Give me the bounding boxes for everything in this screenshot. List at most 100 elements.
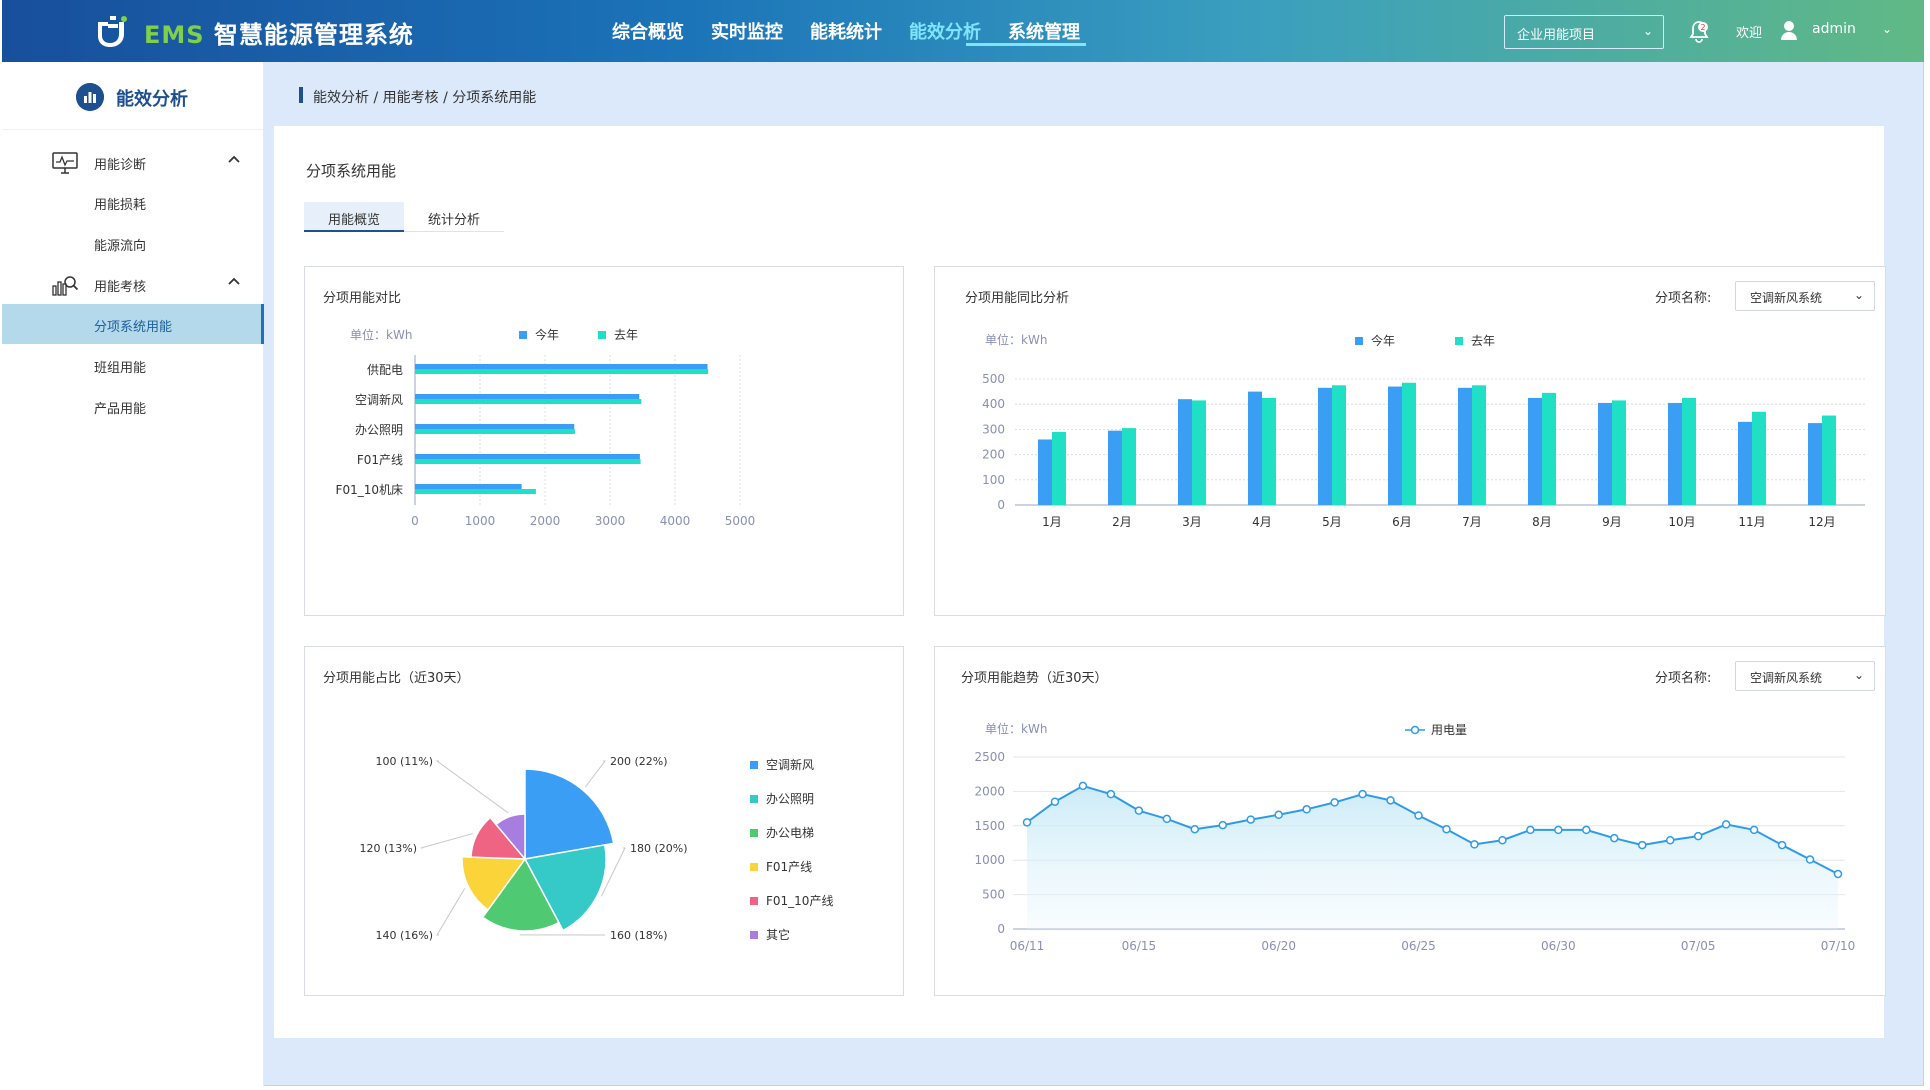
bar-this-year [415,454,640,459]
bell-icon[interactable]: 2 [1688,19,1710,43]
trend-point [1498,835,1507,845]
sidebar-item-flow[interactable]: 能源流向 [2,223,264,263]
sidebar-item-loss[interactable]: 用能损耗 [2,182,264,222]
trend-point [1749,825,1759,835]
bar-last-year [1122,428,1136,505]
y-tick-label: 0 [997,922,1005,936]
sidebar-title: 能效分析 [116,89,188,110]
sidebar-item-subsystem[interactable]: 分项系统用能 [2,304,264,344]
trend-point [1721,820,1731,829]
sidebar: 能效分析 用能诊断 用能损耗 能源流向 用能考核 分项系统用能 [2,62,264,1086]
trend-point [1050,797,1060,806]
vbar-chart: 单位：kWh 今年 去年 0 100 200 300 400 500 1月 2月 3月 4月 5月 6月 7月… [982,332,1865,529]
tab-overview[interactable]: 用能概览 [304,202,404,232]
slice-label: 140 (16%) [375,929,433,942]
pie-slice [481,857,560,932]
username[interactable]: admin [1812,21,1856,37]
legend-label-last-year: 去年 [1471,334,1495,348]
bar-last-year [1052,431,1066,505]
bar-this-year [415,484,522,489]
pie-slice [523,844,607,932]
x-tick-label: 06/25 [1401,939,1436,953]
rose-pie-chart: 200 (22%) 180 (20%) 160 (18%) 140 (16%) 120 … [359,755,833,942]
monitor-icon [52,152,78,174]
panel-title: 分项用能同比分析 [965,291,1070,306]
sidebar-item-label: 用能损耗 [94,198,147,213]
bar-this-year [1248,391,1262,505]
nav-efficiency[interactable]: 能效分析 [909,22,981,43]
legend-label-last-year: 去年 [614,328,638,342]
y-tick-label: 1500 [974,819,1005,833]
bar-this-year [1668,402,1682,505]
breadcrumb-marker [299,87,303,103]
legend-label-this-year: 今年 [535,327,559,342]
x-tick-label: 5000 [725,514,756,528]
bar-this-year [1738,421,1752,505]
subsystem-select[interactable]: 空调新风系统 ⌄ [1735,281,1875,311]
project-select[interactable]: 企业用能项目 ⌄ [1504,15,1664,49]
slice-label: 180 (20%) [630,842,688,855]
x-tick-label: 0 [411,514,419,528]
nav-statistics[interactable]: 能耗统计 [810,22,882,43]
legend-swatch-this-year [1355,337,1363,345]
nav-overview[interactable]: 综合概览 [612,22,684,43]
nav-monitor[interactable]: 实时监控 [711,22,783,43]
unit-label: 单位：kWh [350,327,412,342]
x-tick-label: 1000 [465,514,496,528]
x-tick-label: 9月 [1602,515,1622,529]
trend-point [1162,814,1172,824]
legend-swatch [750,897,758,905]
x-tick-label: 10月 [1668,515,1695,529]
y-tick-label: 500 [982,888,1005,902]
y-tick-label: 2000 [974,784,1005,798]
sidebar-group-label: 用能诊断 [94,158,147,173]
sidebar-item-team[interactable]: 班组用能 [2,345,264,385]
legend-swatch [750,761,758,769]
trend-point [1665,835,1675,845]
bar-this-year [1528,397,1542,505]
sidebar-item-label: 分项系统用能 [94,320,173,335]
leader-line [600,847,626,897]
y-tick-label: 200 [982,448,1005,462]
logo-icon [98,16,127,47]
trend-point [1414,811,1423,820]
subsystem-select[interactable]: 空调新风系统 ⌄ [1735,661,1875,691]
project-select-value: 企业用能项目 [1517,28,1596,43]
welcome-text: 欢迎 [1736,26,1763,41]
notification-count: 2 [1700,23,1705,32]
subsystem-select-value: 空调新风系统 [1750,291,1823,305]
sidebar-item-product[interactable]: 产品用能 [2,386,264,426]
legend-swatch-this-year [519,331,527,339]
sidebar-group-label: 用能考核 [94,280,147,295]
filter-label: 分项名称: [1655,291,1712,306]
legend-marker [1410,725,1420,735]
bar-last-year [1822,415,1836,505]
trend-point [1358,789,1367,799]
panel-title: 分项用能对比 [323,291,402,306]
sidebar-group-assessment[interactable]: 用能考核 [2,264,264,304]
legend-label: 其它 [766,927,790,942]
nav-active-indicator [966,43,1086,46]
x-tick-label: 5月 [1322,515,1342,529]
trend-point [1218,820,1228,830]
chevron-down-icon: ⌄ [1853,668,1864,682]
y-tick-label: 1000 [974,853,1005,867]
app-title: EMS 智慧能源管理系统 [144,21,414,49]
sidebar-group-diagnosis[interactable]: 用能诊断 [2,142,264,182]
page-title: 分项系统用能 [306,162,397,180]
bar-last-year [1192,400,1206,505]
legend-label: 用电量 [1431,723,1467,737]
trend-point [1582,825,1591,835]
y-tick-label: 0 [997,498,1005,512]
panel-title: 分项用能趋势（近30天） [961,671,1108,686]
bar-this-year [1808,423,1822,505]
legend-label-this-year: 今年 [1371,333,1395,348]
bar-this-year [1598,402,1612,505]
tab-analysis[interactable]: 统计分析 [427,213,480,228]
trend-point [1637,840,1647,850]
y-tick-label: 300 [982,422,1005,436]
nav-system[interactable]: 系统管理 [1008,22,1080,43]
panel-title: 分项用能占比（近30天） [323,671,470,686]
user-menu-chevron-icon[interactable]: ⌄ [1882,22,1893,36]
y-tick-label: 500 [982,372,1005,386]
